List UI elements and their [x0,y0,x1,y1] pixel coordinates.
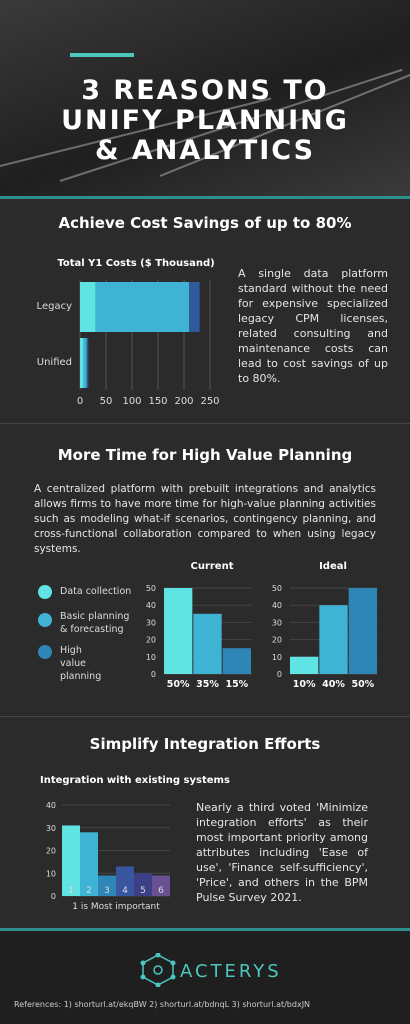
category-label: 15% [225,679,248,690]
chart-title: Current [190,561,233,572]
hero-banner: 3 REASONS TO UNIFY PLANNING & ANALYTICS [0,0,410,196]
category-label: 50% [167,679,190,690]
footer: ACTERYS [0,931,410,1024]
section-heading: Simplify Integration Efforts [89,735,321,753]
bar [290,656,319,674]
category-label: 2 [86,886,92,896]
category-label: 5 [140,886,146,896]
legend-dot [38,585,52,599]
y-tick-label: 50 [146,584,156,593]
category-label: 1 [68,886,74,896]
category-label: 50% [351,679,374,690]
y-tick-label: 40 [272,601,282,610]
brand-name: ACTERYS [180,961,282,982]
x-tick-label: 200 [174,396,193,407]
y-tick-label: 30 [272,618,282,627]
y-tick-label: 10 [46,869,56,878]
bar [80,832,98,896]
current-chart: Current 0 10 20 30 40 50 50% 35% 15% [146,561,252,690]
legend-label: High value planning [60,645,102,682]
y-tick-label: 40 [146,601,156,610]
y-tick-label: 10 [272,653,282,662]
bar-segment [95,282,190,332]
cost-chart: Total Y1 Costs ($ Thousand) 0 50 100 150 200… [37,258,220,407]
category-label: 40% [322,679,345,690]
ideal-chart: Ideal 0 10 20 30 40 50 10% 40% 50% [272,561,378,690]
bar [62,825,80,896]
category-label: Legacy [37,301,73,312]
x-tick-label: 50 [100,396,113,407]
x-tick-label: 0 [77,396,83,407]
bar [134,873,152,896]
divider [0,716,410,717]
legend-dot [38,645,52,659]
references: References: 1) shorturl.at/ekqBW 2) shor… [14,1000,311,1009]
bar [193,613,222,674]
y-tick-label: 30 [146,618,156,627]
page-title: 3 REASONS TO UNIFY PLANNING & ANALYTICS [0,76,410,166]
y-tick-label: 20 [272,636,282,645]
section-text: A single data platform standard without … [238,267,388,385]
category-label: 4 [122,886,128,896]
legend-label: Basic planning & forecasting [60,611,130,635]
bar [152,875,170,896]
category-label: Unified [37,357,72,368]
section-text: Nearly a third voted 'Minimize integrati… [196,801,368,904]
bar-segment [83,338,87,388]
y-tick-label: 50 [272,584,282,593]
bar [319,605,348,674]
bar [222,648,251,674]
title-line: 3 REASONS TO [81,75,329,106]
category-label: 35% [196,679,219,690]
y-tick-label: 0 [151,670,156,679]
divider [0,196,410,199]
bar-segment [80,338,84,388]
y-tick-label: 30 [46,824,56,833]
x-axis-label: 1 is Most important [72,902,160,912]
y-tick-label: 10 [146,653,156,662]
integration-chart: 0 10 20 30 40 1 2 3 4 5 6 1 is Most important [46,801,170,912]
x-tick-label: 100 [122,396,141,407]
bar-segment [86,338,89,388]
bar [164,588,193,674]
bar [98,875,116,896]
acterys-logo-icon [140,953,176,987]
section-text: A centralized platform with prebuilt int… [34,483,376,555]
section-heading: Achieve Cost Savings of up to 80% [58,214,352,232]
title-line: & ANALYTICS [94,135,316,166]
chart-title: Total Y1 Costs ($ Thousand) [57,258,214,269]
accent-bar [70,53,134,57]
title-line: UNIFY PLANNING [61,105,349,136]
divider [0,423,410,424]
bar-segment [189,282,200,332]
chart-title: Integration with existing systems [40,775,230,786]
chart-title: Ideal [319,561,347,572]
y-tick-label: 40 [46,801,56,810]
y-tick-label: 0 [51,892,56,901]
category-label: 3 [104,886,110,896]
bar [116,866,134,896]
bar-segment [80,282,96,332]
x-tick-label: 250 [200,396,219,407]
category-label: 10% [293,679,316,690]
y-tick-label: 20 [146,636,156,645]
y-tick-label: 0 [277,670,282,679]
legend-label: Data collection [60,586,132,597]
legend-dot [38,613,52,627]
y-tick-label: 20 [46,847,56,856]
divider [0,928,410,931]
x-tick-label: 150 [148,396,167,407]
category-label: 6 [158,886,164,896]
bar [348,588,377,674]
section-heading: More Time for High Value Planning [57,446,353,464]
